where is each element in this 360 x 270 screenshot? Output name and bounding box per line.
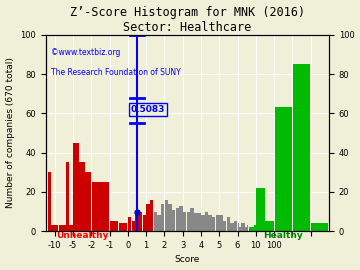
Bar: [69, 225, 73, 231]
Text: The Research Foundation of SUNY: The Research Foundation of SUNY: [51, 68, 181, 77]
Bar: [254, 225, 256, 231]
Bar: [293, 64, 310, 231]
Title: Z’-Score Histogram for MNK (2016)
Sector: Healthcare: Z’-Score Histogram for MNK (2016) Sector…: [70, 6, 305, 33]
Bar: [230, 223, 234, 231]
Text: Healthy: Healthy: [264, 231, 303, 241]
Bar: [265, 221, 274, 231]
Bar: [59, 225, 62, 231]
Bar: [161, 204, 164, 231]
Bar: [249, 227, 250, 231]
Text: Unhealthy: Unhealthy: [56, 231, 108, 241]
Bar: [198, 214, 201, 231]
Bar: [150, 200, 153, 231]
Bar: [208, 215, 212, 231]
Bar: [119, 223, 127, 231]
Bar: [73, 143, 79, 231]
Bar: [183, 211, 186, 231]
Bar: [48, 172, 51, 231]
Bar: [245, 227, 247, 231]
Bar: [190, 208, 194, 231]
Bar: [55, 225, 58, 231]
Bar: [243, 223, 245, 231]
X-axis label: Score: Score: [175, 255, 200, 264]
Bar: [143, 215, 146, 231]
Bar: [132, 221, 135, 231]
Bar: [179, 206, 183, 231]
Bar: [186, 211, 190, 231]
Bar: [110, 221, 118, 231]
Y-axis label: Number of companies (670 total): Number of companies (670 total): [5, 58, 14, 208]
Bar: [176, 208, 179, 231]
Text: ©www.textbiz.org: ©www.textbiz.org: [51, 49, 121, 58]
Bar: [239, 227, 241, 231]
Bar: [85, 172, 91, 231]
Bar: [223, 221, 226, 231]
Bar: [247, 225, 248, 231]
Bar: [227, 217, 230, 231]
Bar: [51, 225, 55, 231]
Bar: [62, 225, 66, 231]
Bar: [135, 211, 139, 231]
Bar: [194, 214, 197, 231]
Bar: [205, 211, 208, 231]
Bar: [275, 107, 292, 231]
Text: 0.5083: 0.5083: [131, 105, 165, 114]
Bar: [79, 163, 85, 231]
Bar: [66, 163, 69, 231]
Bar: [216, 215, 219, 231]
Bar: [92, 182, 109, 231]
Bar: [165, 200, 168, 231]
Bar: [154, 211, 157, 231]
Bar: [238, 223, 239, 231]
Bar: [311, 223, 328, 231]
Bar: [128, 217, 131, 231]
Bar: [201, 215, 204, 231]
Bar: [212, 217, 216, 231]
Bar: [146, 204, 150, 231]
Bar: [241, 223, 243, 231]
Bar: [157, 215, 161, 231]
Bar: [251, 227, 252, 231]
Bar: [168, 204, 172, 231]
Bar: [139, 211, 142, 231]
Bar: [256, 188, 265, 231]
Bar: [252, 227, 254, 231]
Bar: [172, 210, 175, 231]
Bar: [219, 215, 223, 231]
Bar: [234, 221, 237, 231]
